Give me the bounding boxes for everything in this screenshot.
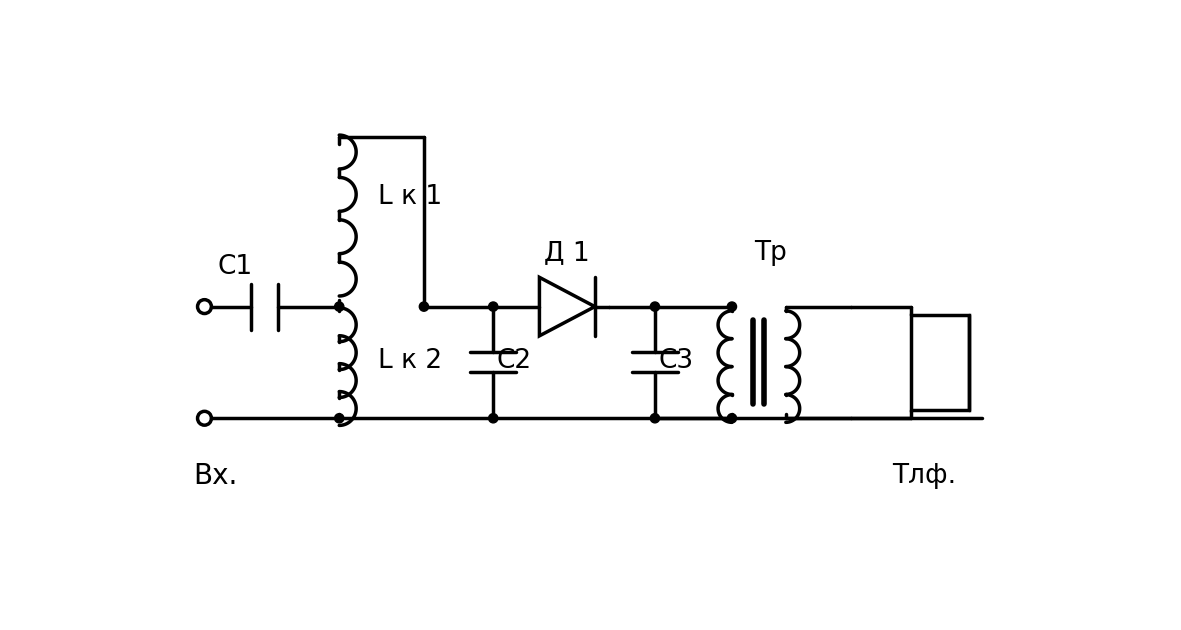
Text: L к 1: L к 1 (378, 184, 442, 210)
Text: Тр: Тр (753, 239, 787, 266)
Circle shape (419, 302, 429, 311)
Text: Тлф.: Тлф. (893, 463, 957, 489)
Circle shape (334, 302, 344, 311)
Circle shape (489, 302, 498, 311)
Text: L к 2: L к 2 (378, 348, 442, 374)
Bar (911, 315, 970, 410)
Text: Вх.: Вх. (193, 462, 237, 490)
Circle shape (489, 414, 498, 423)
Text: С2: С2 (496, 348, 531, 374)
Circle shape (727, 414, 737, 423)
Circle shape (651, 414, 659, 423)
Circle shape (727, 302, 737, 311)
Text: С1: С1 (217, 253, 253, 280)
Text: С3: С3 (658, 348, 693, 374)
Circle shape (334, 414, 344, 423)
Text: Д 1: Д 1 (543, 239, 589, 266)
Circle shape (651, 302, 659, 311)
